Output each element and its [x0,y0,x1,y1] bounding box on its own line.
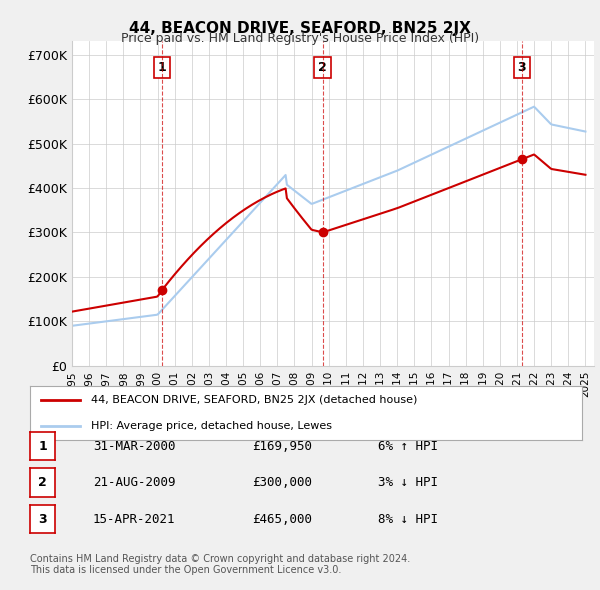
Text: Price paid vs. HM Land Registry's House Price Index (HPI): Price paid vs. HM Land Registry's House … [121,32,479,45]
Text: 15-APR-2021: 15-APR-2021 [93,513,176,526]
Text: 3: 3 [38,513,47,526]
Text: 21-AUG-2009: 21-AUG-2009 [93,476,176,489]
Text: 6% ↑ HPI: 6% ↑ HPI [378,440,438,453]
Text: £169,950: £169,950 [252,440,312,453]
Text: 3: 3 [518,61,526,74]
Text: HPI: Average price, detached house, Lewes: HPI: Average price, detached house, Lewe… [91,421,332,431]
Text: Contains HM Land Registry data © Crown copyright and database right 2024.
This d: Contains HM Land Registry data © Crown c… [30,553,410,575]
Text: £465,000: £465,000 [252,513,312,526]
Text: 3% ↓ HPI: 3% ↓ HPI [378,476,438,489]
Text: 1: 1 [38,440,47,453]
Text: 2: 2 [318,61,327,74]
Text: 1: 1 [157,61,166,74]
Text: £300,000: £300,000 [252,476,312,489]
Text: 8% ↓ HPI: 8% ↓ HPI [378,513,438,526]
Text: 44, BEACON DRIVE, SEAFORD, BN25 2JX: 44, BEACON DRIVE, SEAFORD, BN25 2JX [129,21,471,35]
Text: 2: 2 [38,476,47,489]
Text: 44, BEACON DRIVE, SEAFORD, BN25 2JX (detached house): 44, BEACON DRIVE, SEAFORD, BN25 2JX (det… [91,395,417,405]
Text: 31-MAR-2000: 31-MAR-2000 [93,440,176,453]
